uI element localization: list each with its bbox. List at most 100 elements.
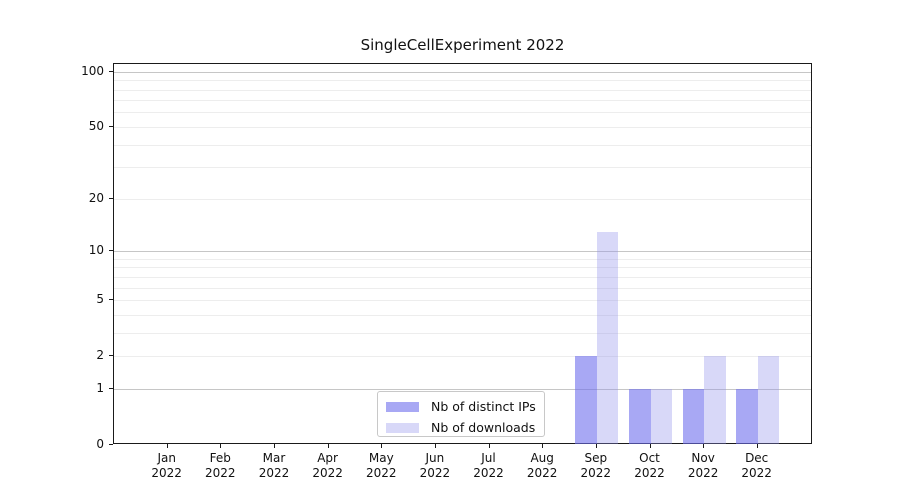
x-tick-label: Aug 2022 [510,451,574,481]
y-tick-mark [109,197,113,199]
x-tick-label: Jul 2022 [457,451,521,481]
y-tick-label: 20 [88,190,104,205]
x-tick-year: 2022 [258,466,290,480]
x-tick-mark [166,444,168,448]
x-tick-mark [595,444,597,448]
x-tick-month: Dec [745,451,769,465]
minor-gridline [114,80,811,82]
minor-gridline [114,267,811,269]
minor-gridline [114,100,811,102]
x-tick-year: 2022 [312,466,343,480]
legend-label-downloads: Nb of downloads [431,420,536,435]
downloads-bar [650,388,672,444]
x-tick-label: Apr 2022 [296,451,360,481]
minor-gridline [114,198,811,200]
minor-gridline [114,167,811,169]
x-tick-label: Dec 2022 [725,451,789,481]
x-tick-year: 2022 [634,466,665,480]
minor-gridline [114,144,811,146]
x-tick-year: 2022 [151,466,182,480]
legend-swatch-ips [386,401,419,412]
x-tick-month: Sep [584,451,608,465]
y-tick-label: 50 [88,118,104,133]
downloads-bar [596,231,619,444]
y-tick-mark [109,355,113,357]
x-tick-mark [649,444,651,448]
x-tick-mark [274,444,275,448]
downloads-bar [704,356,726,444]
x-tick-label: Jan 2022 [135,451,199,481]
x-tick-month: Aug [530,451,554,465]
x-tick-mark [488,444,490,448]
ips-bar [736,388,758,444]
legend: Nb of distinct IPs Nb of downloads [377,391,545,437]
minor-gridline [114,287,811,289]
x-tick-mark [542,444,544,448]
y-tick-label: 100 [81,63,104,78]
x-tick-mark [756,444,758,448]
legend-item-downloads: Nb of downloads [386,417,544,438]
ips-bar [575,356,597,444]
major-gridline [114,71,811,73]
y-tick-mark [109,70,113,72]
x-tick-label: May 2022 [349,451,413,481]
minor-gridline [114,332,811,334]
x-tick-label: Nov 2022 [671,451,735,481]
minor-gridline [114,314,811,316]
x-tick-year: 2022 [419,466,451,480]
x-tick-month: Feb [209,451,231,465]
minor-gridline [114,276,811,278]
x-tick-month: Jan [157,451,176,465]
x-tick-year: 2022 [205,466,236,480]
ips-bar [682,388,705,444]
legend-label-ips: Nb of distinct IPs [431,399,536,414]
major-gridline [114,388,811,390]
x-tick-month: Jul [481,451,496,465]
x-tick-label: Feb 2022 [188,451,252,481]
plot-area [113,63,812,444]
x-tick-mark [381,444,383,448]
y-tick-label: 0 [96,437,104,451]
y-tick-label: 5 [96,292,104,306]
legend-swatch-downloads [386,422,419,433]
ips-bar [629,388,651,444]
x-tick-mark [434,444,436,448]
x-tick-year: 2022 [687,466,719,480]
x-tick-label: Oct 2022 [618,451,682,481]
x-tick-month: May [368,451,394,465]
chart-title: SingleCellExperiment 2022 [360,36,565,54]
downloads-bar [757,356,780,444]
x-tick-month: Nov [691,451,715,465]
y-tick-label: 1 [96,380,104,395]
y-tick-mark [109,125,113,127]
x-tick-year: 2022 [580,466,612,480]
y-tick-mark [109,387,113,389]
x-tick-month: Jun [425,451,445,465]
x-tick-year: 2022 [526,466,558,480]
x-tick-mark [327,444,329,448]
y-tick-mark [109,299,113,300]
major-gridline [114,251,811,252]
minor-gridline [114,300,811,301]
x-tick-month: Oct [639,451,660,465]
minor-gridline [114,89,811,91]
x-tick-year: 2022 [741,466,772,480]
legend-item-distinct-ips: Nb of distinct IPs [386,396,544,417]
x-tick-month: Apr [317,451,338,465]
minor-gridline [114,356,811,358]
x-tick-month: Mar [262,451,286,465]
y-tick-mark [109,250,113,251]
y-tick-mark [109,444,113,445]
minor-gridline [114,126,811,128]
minor-gridline [114,112,811,114]
x-tick-label: Sep 2022 [564,451,628,481]
x-tick-mark [220,444,222,448]
x-tick-year: 2022 [473,466,504,480]
y-tick-label: 2 [96,348,104,363]
x-tick-year: 2022 [366,466,397,480]
x-tick-mark [703,444,705,448]
x-tick-label: Jun 2022 [403,451,467,481]
x-tick-label: Mar 2022 [242,451,306,481]
y-tick-label: 10 [88,243,104,257]
